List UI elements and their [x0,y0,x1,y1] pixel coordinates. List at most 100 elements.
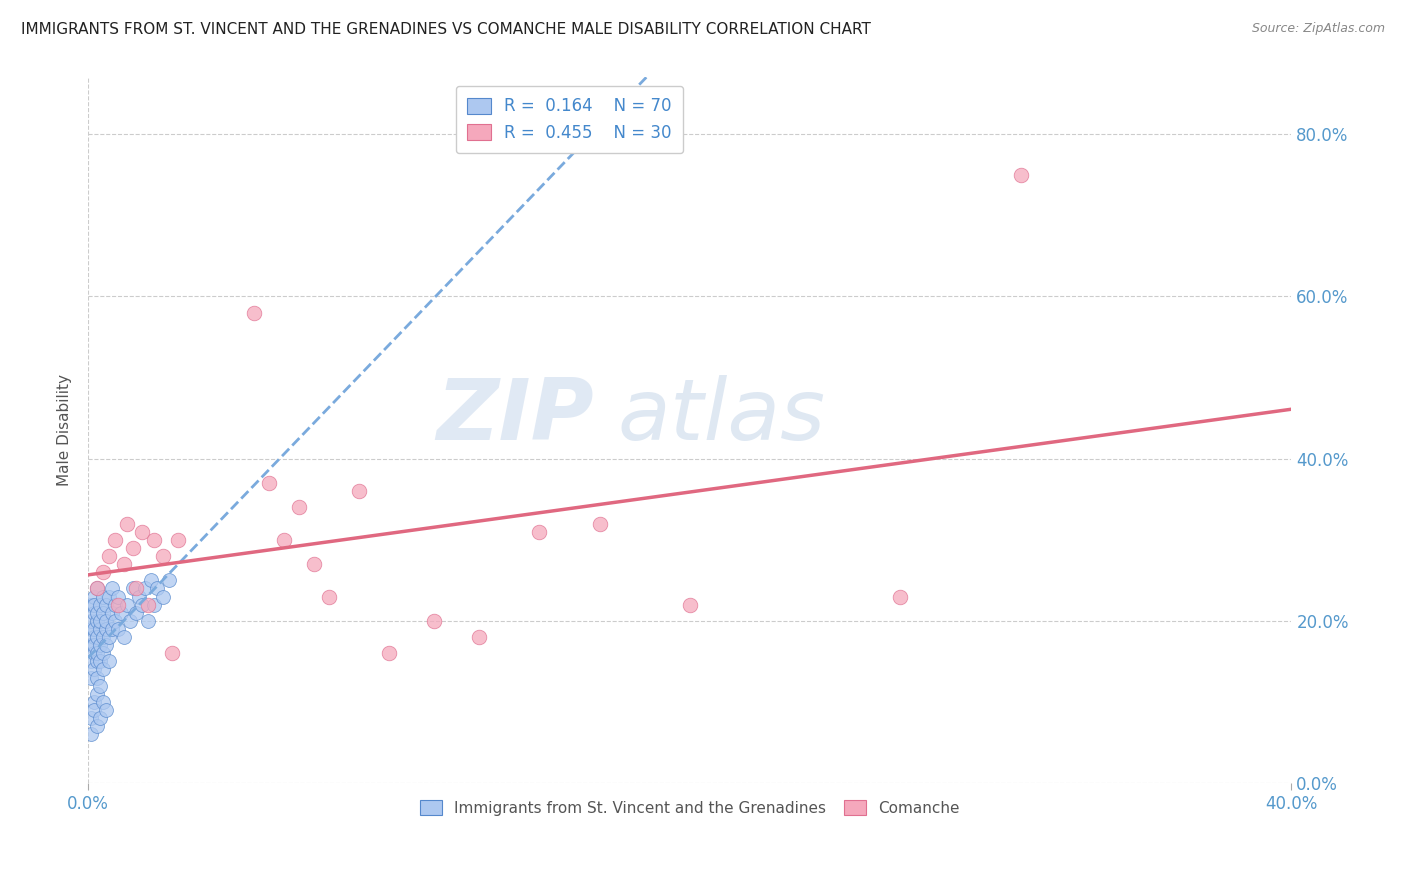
Legend: Immigrants from St. Vincent and the Grenadines, Comanche: Immigrants from St. Vincent and the Gren… [411,791,969,825]
Point [117,598,139,612]
Point [107,622,129,636]
Text: atlas: atlas [617,375,825,458]
Point [86,671,108,685]
Point [112,630,135,644]
Point [107,590,129,604]
Point [125,582,148,596]
Point [83,703,105,717]
Point [125,606,148,620]
Point [302,557,325,571]
Point [86,582,108,596]
Point [91,606,114,620]
Point [86,654,108,668]
Point [83,598,105,612]
Point [101,606,124,620]
Point [89,638,111,652]
Point [104,598,127,612]
Point [91,630,114,644]
Point [141,574,163,588]
Point [89,711,111,725]
Point [80,622,103,636]
Point [157,574,180,588]
Point [136,614,159,628]
Point [89,622,111,636]
Point [143,598,166,612]
Point [257,475,280,490]
Point [120,614,142,628]
Point [167,533,190,547]
Point [80,654,103,668]
Text: ZIP: ZIP [436,375,593,458]
Point [86,582,108,596]
Point [83,590,105,604]
Point [347,484,370,499]
Point [146,582,169,596]
Point [91,663,114,677]
Point [889,590,911,604]
Point [83,638,105,652]
Point [143,533,166,547]
Point [98,654,121,668]
Point [588,516,610,531]
Point [83,622,105,636]
Point [468,630,491,644]
Point [89,614,111,628]
Point [96,598,118,612]
Point [152,549,174,563]
Point [117,516,139,531]
Point [287,500,309,515]
Point [83,630,105,644]
Point [89,598,111,612]
Point [112,557,135,571]
Point [86,630,108,644]
Point [80,727,103,741]
Point [89,679,111,693]
Point [110,606,132,620]
Point [96,622,118,636]
Point [529,524,551,539]
Point [80,671,103,685]
Point [1010,168,1032,182]
Point [104,533,127,547]
Point [91,695,114,709]
Text: Source: ZipAtlas.com: Source: ZipAtlas.com [1251,22,1385,36]
Point [80,598,103,612]
Point [101,622,124,636]
Point [242,305,264,319]
Point [96,703,118,717]
Text: IMMIGRANTS FROM ST. VINCENT AND THE GRENADINES VS COMANCHE MALE DISABILITY CORRE: IMMIGRANTS FROM ST. VINCENT AND THE GREN… [21,22,870,37]
Point [83,606,105,620]
Point [80,614,103,628]
Point [134,582,156,596]
Point [83,663,105,677]
Point [98,590,121,604]
Point [86,719,108,733]
Point [378,646,401,660]
Point [423,614,446,628]
Point [131,598,153,612]
Point [122,541,145,555]
Point [86,614,108,628]
Point [98,549,121,563]
Point [91,590,114,604]
Point [122,582,145,596]
Point [80,711,103,725]
Point [86,646,108,660]
Point [104,614,127,628]
Point [152,590,174,604]
Point [91,646,114,660]
Point [86,606,108,620]
Y-axis label: Male Disability: Male Disability [58,375,72,486]
Point [128,590,150,604]
Point [89,654,111,668]
Point [83,695,105,709]
Point [136,598,159,612]
Point [107,598,129,612]
Point [96,638,118,652]
Point [96,614,118,628]
Point [273,533,295,547]
Point [86,687,108,701]
Point [80,638,103,652]
Point [679,598,702,612]
Point [318,590,340,604]
